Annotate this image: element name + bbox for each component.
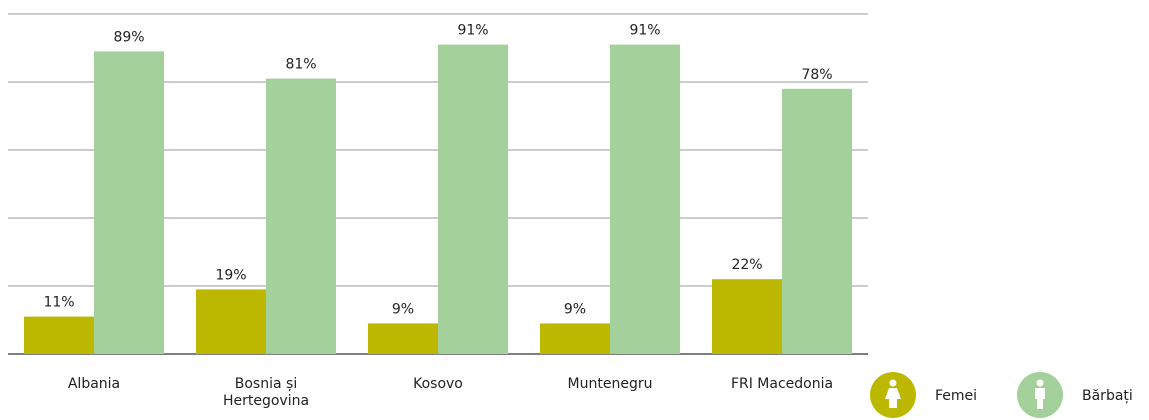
bar bbox=[540, 323, 610, 354]
bar bbox=[94, 51, 164, 355]
x-tick-label: Albania bbox=[67, 376, 121, 392]
value-label: 11% bbox=[43, 295, 74, 311]
legend-item: Bărbați bbox=[1017, 372, 1133, 418]
value-label: 91% bbox=[457, 23, 488, 39]
x-tick-label: Muntenegru bbox=[567, 376, 653, 392]
legend-icon-body bbox=[885, 388, 901, 408]
bar bbox=[266, 78, 336, 354]
x-tick-label: Kosovo bbox=[413, 376, 463, 392]
x-tick-label: FRI Macedonia bbox=[730, 376, 834, 392]
x-tick-label: Bosnia și Hertegovina bbox=[222, 376, 310, 409]
value-label: 9% bbox=[564, 301, 586, 317]
value-label: 19% bbox=[215, 267, 246, 283]
value-label: 91% bbox=[629, 23, 660, 39]
value-label: 78% bbox=[801, 67, 832, 83]
legend-icon-body bbox=[1035, 388, 1045, 409]
legend-label: Femei bbox=[935, 388, 977, 404]
bar bbox=[438, 44, 508, 354]
value-label: 22% bbox=[731, 257, 762, 273]
value-label: 81% bbox=[285, 57, 316, 73]
bar bbox=[196, 289, 266, 354]
legend-item: Femei bbox=[870, 372, 977, 418]
bar bbox=[368, 323, 438, 354]
bar bbox=[610, 44, 680, 354]
legend-icon-head bbox=[1036, 379, 1044, 387]
value-label: 89% bbox=[113, 29, 144, 45]
legend-label: Bărbați bbox=[1082, 388, 1133, 404]
legend-icon-head bbox=[889, 379, 897, 387]
bar bbox=[712, 279, 782, 354]
bar bbox=[24, 316, 94, 354]
bar bbox=[782, 88, 852, 355]
value-label: 9% bbox=[392, 301, 414, 317]
